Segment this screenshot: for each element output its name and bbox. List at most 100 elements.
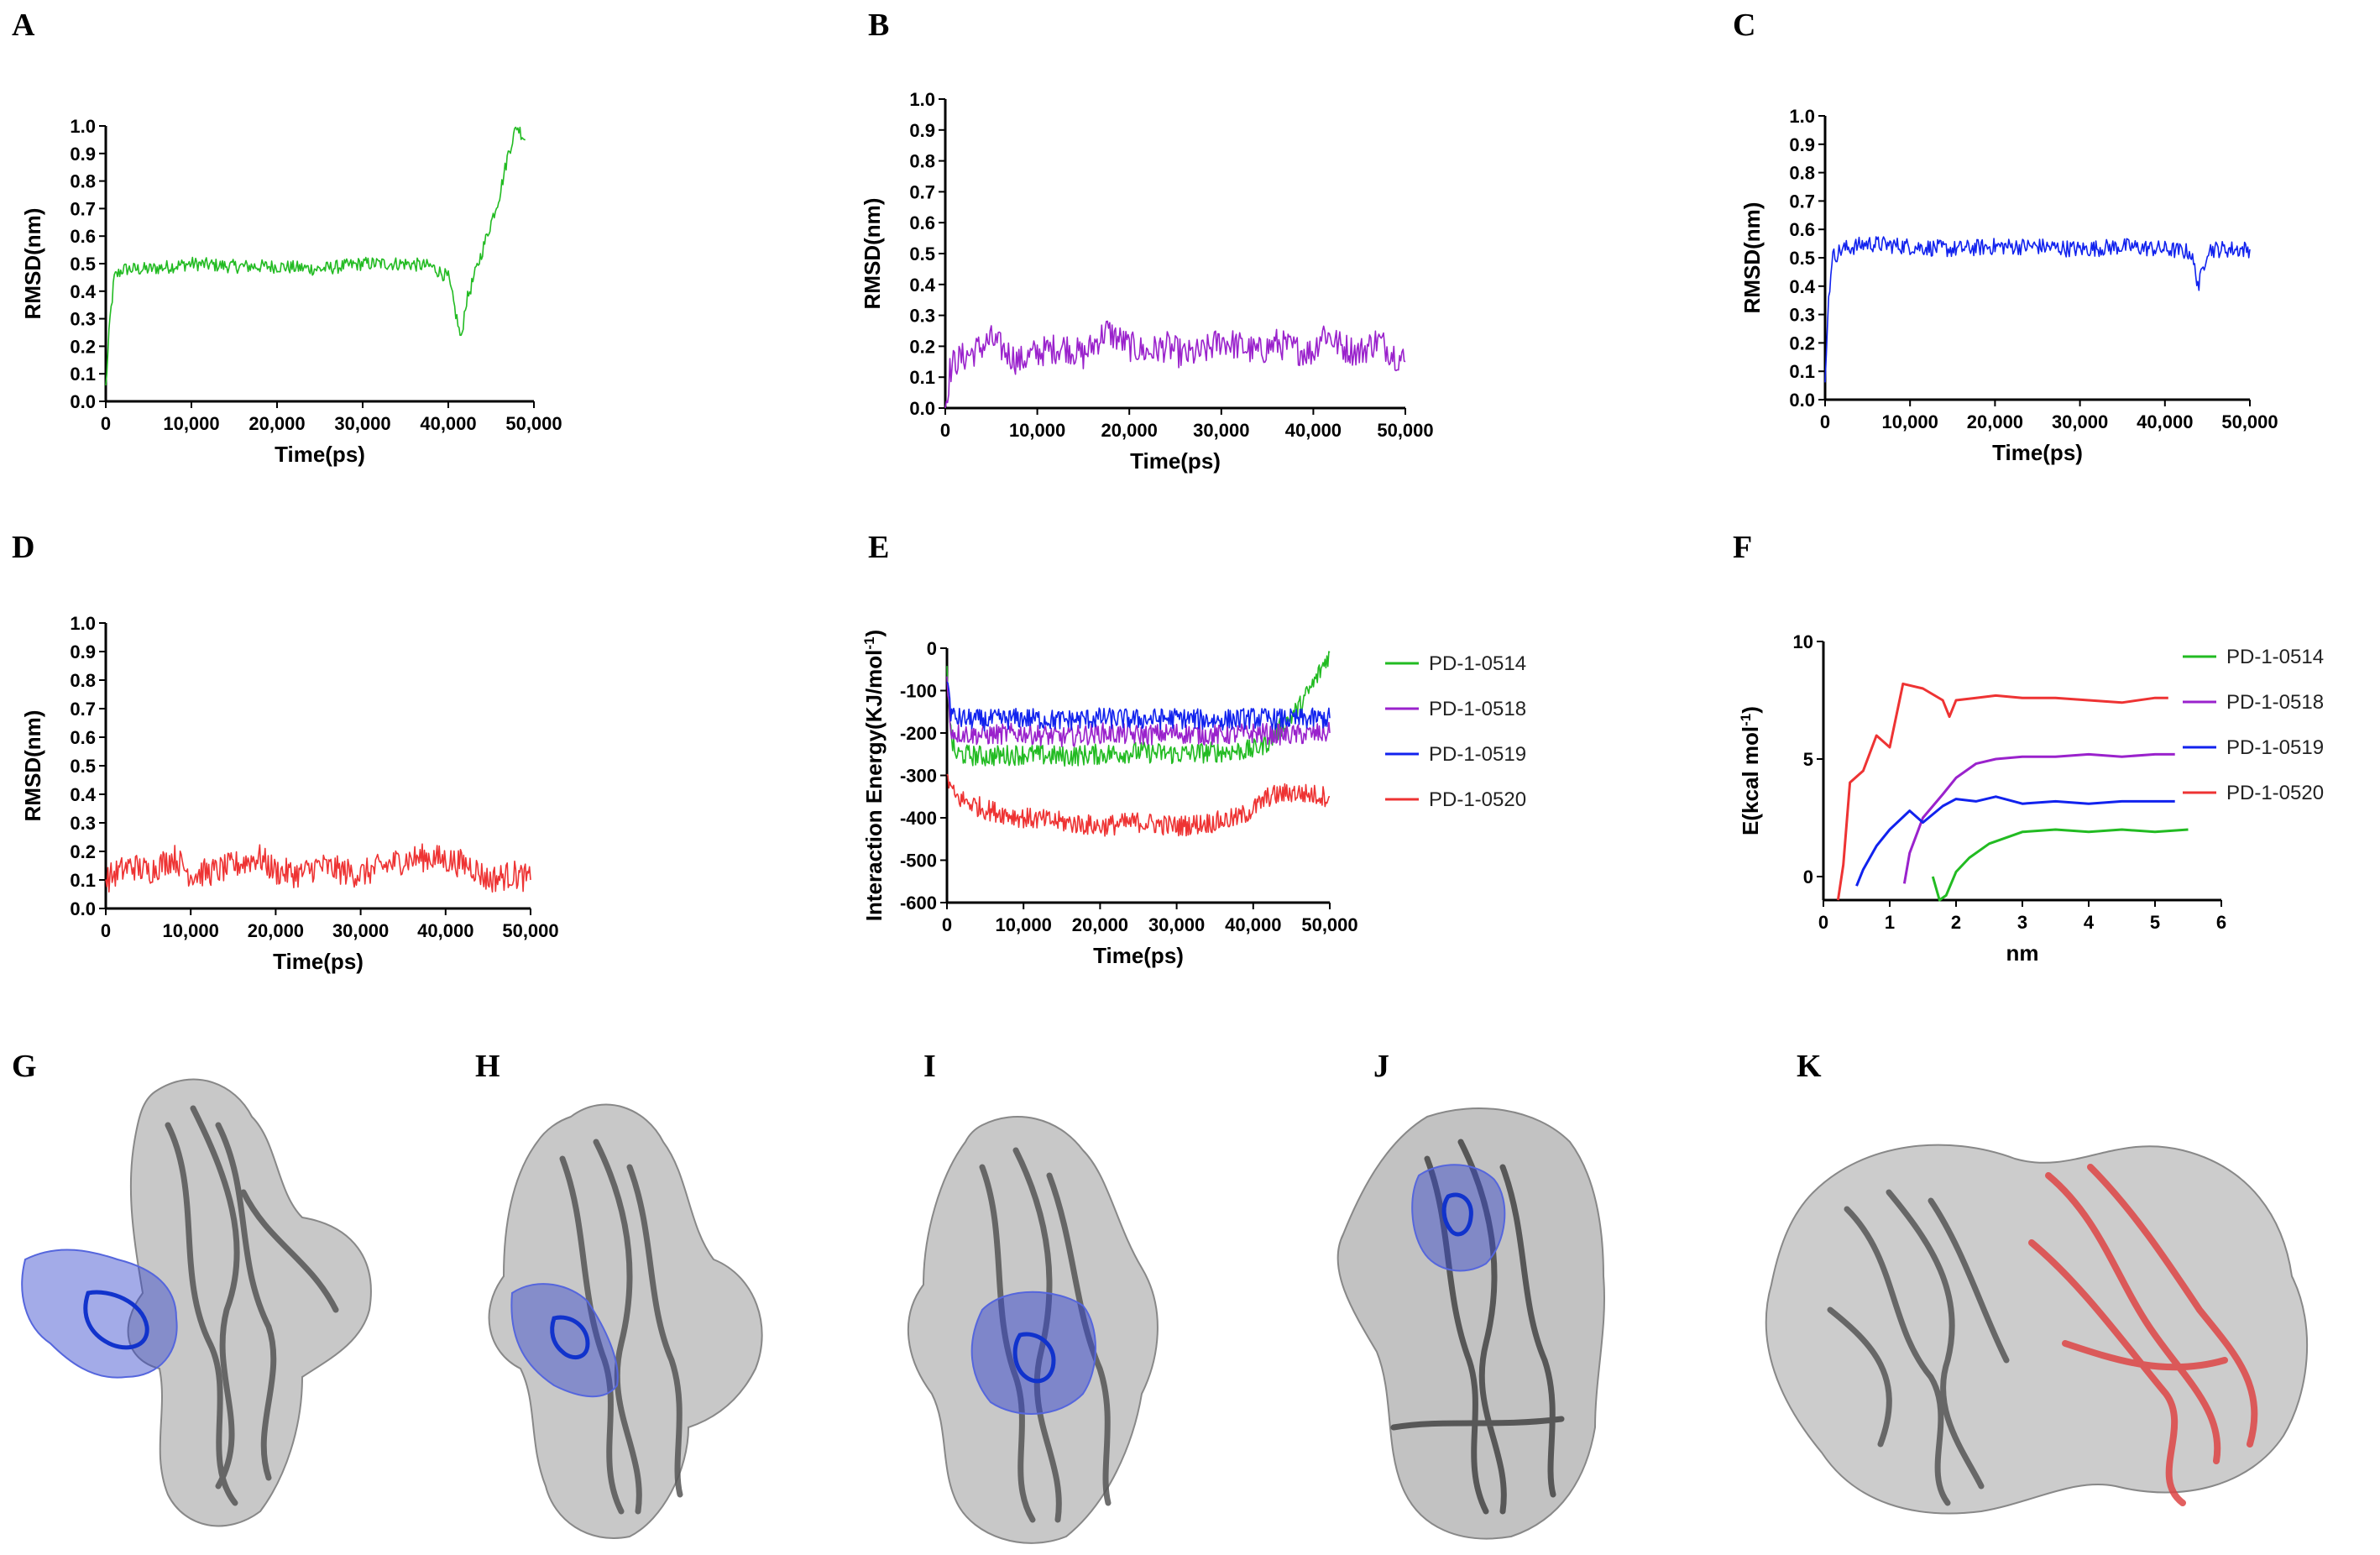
y-tick-label: 0.1 bbox=[909, 367, 935, 388]
y-tick-label: 0.5 bbox=[1789, 248, 1815, 269]
y-tick-label: 5 bbox=[1803, 749, 1813, 770]
x-tick-label: 40,000 bbox=[420, 413, 476, 434]
y-tick-label: 1.0 bbox=[70, 116, 96, 137]
panel-letter-a: A bbox=[12, 8, 35, 43]
y-tick-label: 0.8 bbox=[70, 171, 96, 192]
x-axis-label: Time(ps) bbox=[273, 949, 364, 974]
series-line-pd-1-0514 bbox=[1931, 828, 2189, 902]
y-tick-label: 0.2 bbox=[70, 841, 96, 862]
x-axis-label: Time(ps) bbox=[1130, 448, 1221, 474]
legend-label: PD-1-0520 bbox=[1429, 788, 1526, 811]
y-axis-label: RMSD(nm) bbox=[20, 710, 45, 822]
x-tick-label: 0 bbox=[101, 920, 111, 941]
x-tick-label: 50,000 bbox=[502, 920, 558, 941]
x-tick-label: 30,000 bbox=[2052, 411, 2108, 432]
x-axis-label: Time(ps) bbox=[1093, 943, 1184, 968]
y-tick-label: -400 bbox=[900, 808, 937, 829]
panel-letter-j: J bbox=[1373, 1049, 1389, 1084]
x-tick-label: 30,000 bbox=[1193, 420, 1249, 441]
y-tick-label: 1.0 bbox=[909, 89, 935, 110]
rmsd-chart-d: 0.0 0.1 0.2 0.3 0.4 0.5 0.6 0.7 0.8 0.9 1.0 0 10,000… bbox=[20, 613, 559, 974]
y-axis-label: E(kcal mol-1) bbox=[1738, 706, 1764, 835]
legend-label: PD-1-0518 bbox=[1429, 698, 1526, 720]
series-line-0 bbox=[944, 320, 1406, 409]
y-tick-label: 0.4 bbox=[909, 275, 935, 296]
y-tick-label: 1.0 bbox=[70, 613, 96, 634]
rmsd-chart-a: 0.0 0.1 0.2 0.3 0.4 0.5 0.6 0.7 0.8 0.9 1.0 0 10,000… bbox=[20, 116, 562, 467]
legend-label: PD-1-0520 bbox=[2226, 782, 2324, 804]
y-tick-label: 0.3 bbox=[1789, 305, 1815, 326]
x-tick-label: 0 bbox=[1818, 912, 1828, 933]
y-tick-label: 0.1 bbox=[1789, 361, 1815, 382]
x-tick-label: 10,000 bbox=[1009, 420, 1065, 441]
series-line-pd-1-0520 bbox=[946, 773, 1331, 837]
legend-label: PD-1-0519 bbox=[2226, 736, 2324, 759]
x-tick-label: 0 bbox=[940, 420, 950, 441]
y-tick-label: 0 bbox=[1803, 867, 1813, 887]
x-tick-label: 50,000 bbox=[1301, 914, 1357, 935]
panel-letter-i: I bbox=[923, 1049, 936, 1084]
protein-structure-i bbox=[907, 1116, 1159, 1544]
y-tick-label: 0.5 bbox=[70, 254, 96, 275]
y-tick-label: 0.9 bbox=[70, 641, 96, 662]
x-tick-label: 30,000 bbox=[332, 920, 389, 941]
y-tick-label: 0.5 bbox=[70, 756, 96, 777]
x-tick-label: 10,000 bbox=[996, 914, 1052, 935]
x-tick-label: 50,000 bbox=[2221, 411, 2278, 432]
x-axis-label: Time(ps) bbox=[1992, 440, 2083, 465]
panel-letter-c: C bbox=[1733, 8, 1755, 43]
y-tick-label: 0.0 bbox=[1789, 390, 1815, 411]
panel-letter-h: H bbox=[475, 1049, 500, 1084]
protein-structure-g bbox=[21, 1078, 372, 1527]
x-tick-label: 0 bbox=[942, 914, 952, 935]
y-axis-label: RMSD(nm) bbox=[860, 198, 885, 310]
x-tick-label: 50,000 bbox=[505, 413, 562, 434]
y-tick-label: 0.8 bbox=[909, 151, 935, 172]
y-tick-label: -200 bbox=[900, 723, 937, 744]
y-tick-label: 0.7 bbox=[70, 699, 96, 720]
legend-label: PD-1-0519 bbox=[1429, 743, 1526, 766]
y-tick-label: 0.7 bbox=[909, 181, 935, 202]
x-tick-label: 0 bbox=[1820, 411, 1830, 432]
y-tick-label: 0.0 bbox=[70, 391, 96, 412]
y-tick-label: 0.3 bbox=[70, 813, 96, 834]
energy-profile-chart-f: 0 5 10 0 1 2 3 4 5 6 nm E(kcal mol-1) PD-1-0514 PD-1-… bbox=[1738, 631, 2325, 966]
panel-letter-f: F bbox=[1733, 530, 1752, 565]
x-tick-label: 40,000 bbox=[2137, 411, 2193, 432]
legend-label: PD-1-0514 bbox=[2226, 646, 2324, 668]
x-tick-label: 0 bbox=[101, 413, 111, 434]
y-tick-label: 0.9 bbox=[1789, 134, 1815, 155]
x-tick-label: 40,000 bbox=[417, 920, 473, 941]
y-tick-label: 0.7 bbox=[70, 198, 96, 219]
series-line-0 bbox=[1824, 236, 2251, 383]
y-tick-label: 10 bbox=[1793, 631, 1813, 652]
y-tick-label: 0.8 bbox=[1789, 163, 1815, 184]
x-tick-label: 20,000 bbox=[1967, 411, 2023, 432]
y-tick-label: 0.2 bbox=[909, 336, 935, 357]
x-tick-label: 20,000 bbox=[248, 413, 305, 434]
x-tick-label: 30,000 bbox=[1148, 914, 1205, 935]
y-tick-label: 1.0 bbox=[1789, 106, 1815, 127]
x-tick-label: 50,000 bbox=[1377, 420, 1433, 441]
y-tick-label: 0.1 bbox=[70, 870, 96, 891]
x-tick-label: 20,000 bbox=[248, 920, 304, 941]
x-tick-label: 5 bbox=[2150, 912, 2160, 933]
y-tick-label: 0.5 bbox=[909, 243, 935, 264]
panel-letter-d: D bbox=[12, 530, 34, 565]
y-tick-label: 0.6 bbox=[70, 727, 96, 748]
y-tick-label: 0.9 bbox=[909, 120, 935, 141]
x-tick-label: 10,000 bbox=[1882, 411, 1938, 432]
y-tick-label: 0.4 bbox=[70, 784, 96, 805]
y-tick-label: 0.6 bbox=[70, 226, 96, 247]
x-axis-label: Time(ps) bbox=[275, 442, 365, 467]
y-tick-label: 0.2 bbox=[70, 336, 96, 357]
series-line-0 bbox=[105, 126, 526, 386]
y-tick-label: 0.8 bbox=[70, 670, 96, 691]
legend-label: PD-1-0514 bbox=[1429, 652, 1526, 675]
panel-letter-b: B bbox=[868, 8, 889, 43]
y-axis-label: Interaction Energy(KJ/mol-1) bbox=[861, 630, 887, 921]
x-tick-label: 3 bbox=[2017, 912, 2027, 933]
x-tick-label: 6 bbox=[2216, 912, 2226, 933]
x-tick-label: 30,000 bbox=[334, 413, 390, 434]
